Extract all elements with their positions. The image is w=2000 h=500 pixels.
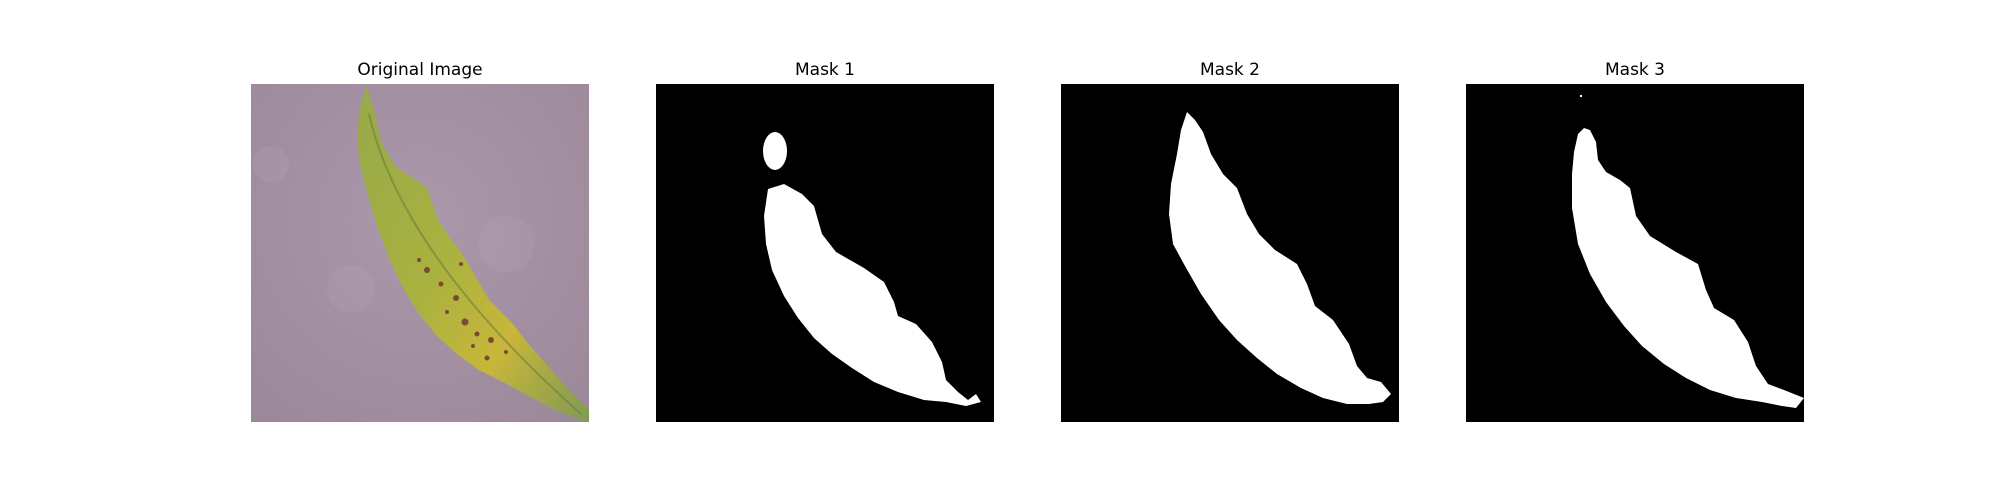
panel-title: Mask 2 bbox=[1199, 60, 1260, 80]
mask-3-image bbox=[1466, 84, 1804, 422]
mask-region bbox=[1169, 112, 1391, 404]
mask-3-svg bbox=[1466, 84, 1804, 422]
original-image bbox=[251, 84, 589, 422]
mask-region bbox=[1572, 128, 1804, 408]
leaf-photo bbox=[251, 84, 589, 422]
mask-1-image bbox=[656, 84, 994, 422]
panel-title: Mask 3 bbox=[1604, 60, 1665, 80]
mask-speck bbox=[1580, 95, 1582, 97]
lesion-spots bbox=[417, 258, 508, 361]
mask-2-image bbox=[1061, 84, 1399, 422]
panel-title: Mask 1 bbox=[794, 60, 855, 80]
leaf bbox=[357, 86, 589, 422]
mask-blob-top bbox=[763, 132, 787, 170]
mask-2-svg bbox=[1061, 84, 1399, 422]
mask-region bbox=[764, 184, 981, 406]
mask-1-svg bbox=[656, 84, 994, 422]
panel-title: Original Image bbox=[357, 60, 483, 80]
